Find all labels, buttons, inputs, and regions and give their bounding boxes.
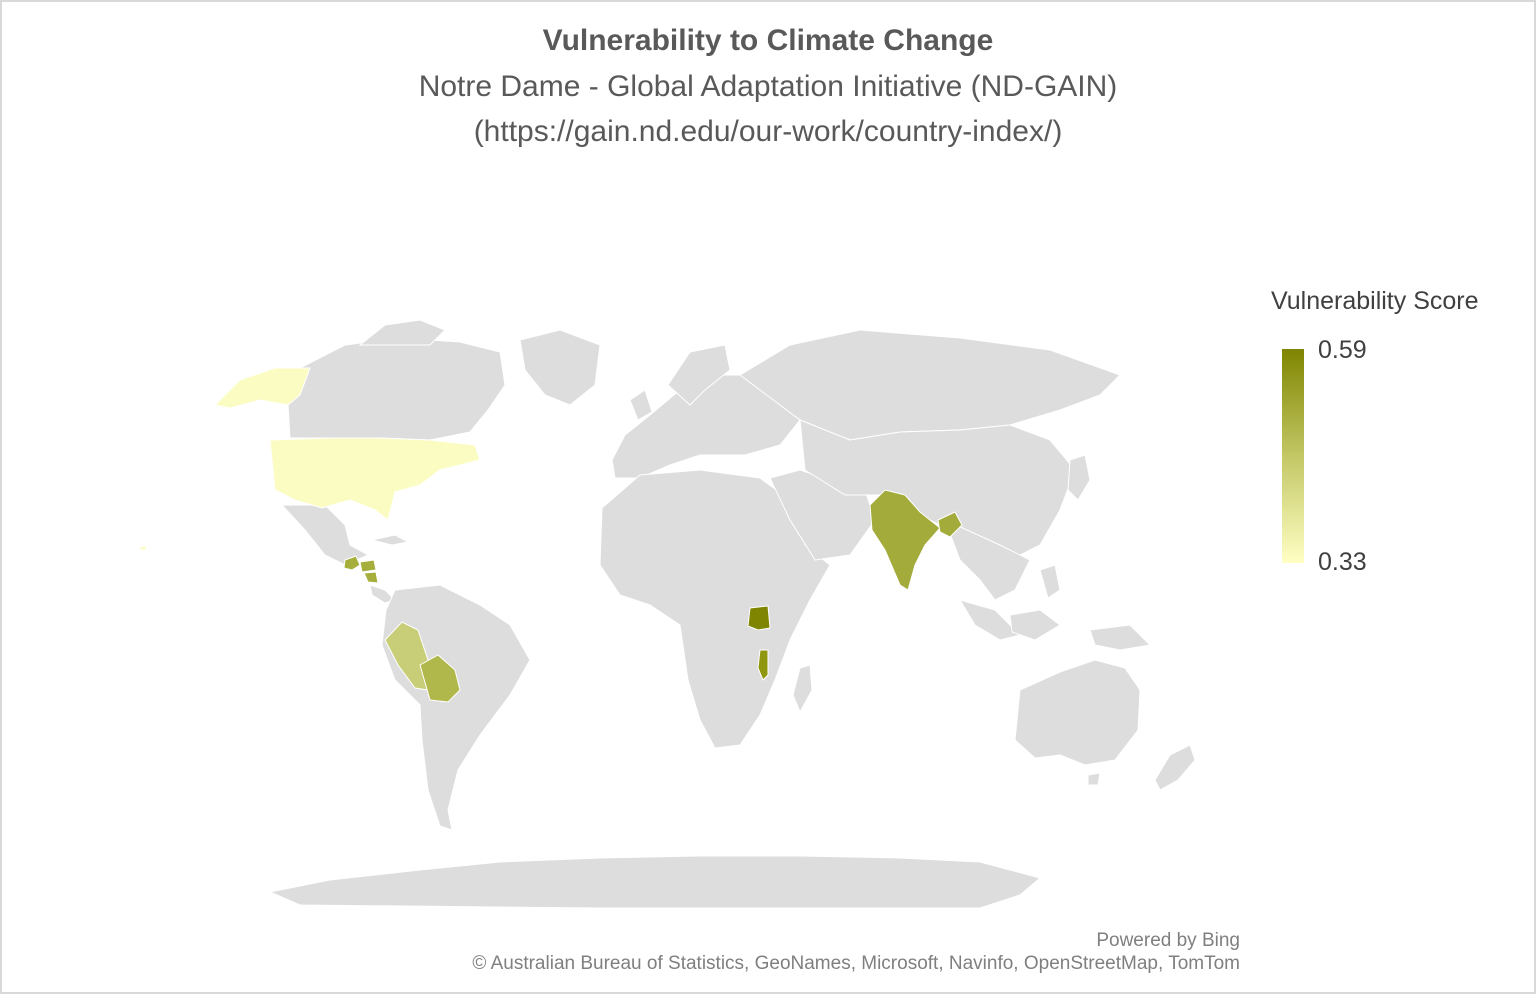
copyright-credit: © Australian Bureau of Statistics, GeoNa… <box>472 953 1240 974</box>
region-india <box>869 489 941 591</box>
chart-subtitle: Notre Dame - Global Adaptation Initiativ… <box>418 70 1118 103</box>
land-south-america <box>381 584 531 831</box>
land-new-guinea <box>1089 624 1152 651</box>
land-cuba <box>371 534 410 546</box>
land-mexico <box>280 504 370 566</box>
land-britain <box>629 389 653 421</box>
land-southeast-asia <box>944 519 1031 601</box>
region-hawaii <box>139 545 147 551</box>
land-australia <box>1014 659 1141 766</box>
land-greenland <box>519 329 601 406</box>
region-united-states <box>269 437 481 521</box>
legend-max-label: 0.59 <box>1318 336 1367 364</box>
land-base <box>268 319 1196 909</box>
land-tasmania <box>1087 772 1101 786</box>
land-arctic-islands <box>358 319 446 346</box>
legend-color-scale <box>1282 349 1304 563</box>
land-africa <box>599 469 831 749</box>
land-madagascar <box>792 664 813 714</box>
powered-by-credit: Powered by Bing <box>1096 930 1240 951</box>
land-scandinavia <box>667 344 731 406</box>
legend-title: Vulnerability Score <box>1271 287 1479 315</box>
region-bangladesh <box>937 511 963 538</box>
chart-source: (https://gain.nd.edu/our-work/country-in… <box>473 115 1063 148</box>
land-philippines <box>1039 564 1061 599</box>
land-asia <box>799 419 1076 566</box>
region-alaska <box>213 367 311 409</box>
region-bolivia <box>419 654 461 703</box>
land-canada <box>287 337 506 441</box>
land-japan <box>1067 454 1091 501</box>
region-malawi <box>757 649 769 681</box>
land-new-zealand <box>1154 744 1196 791</box>
chart-title: Vulnerability to Climate Change <box>542 24 994 57</box>
land-antarctica <box>268 855 1042 909</box>
region-honduras <box>359 559 377 573</box>
legend-min-label: 0.33 <box>1318 548 1367 576</box>
region-nicaragua <box>363 571 379 584</box>
region-uganda <box>747 605 771 631</box>
region-guatemala <box>343 555 361 571</box>
land-indonesia-east <box>1009 609 1061 641</box>
highlighted-countries <box>139 367 963 703</box>
land-indonesia-west <box>958 599 1021 641</box>
